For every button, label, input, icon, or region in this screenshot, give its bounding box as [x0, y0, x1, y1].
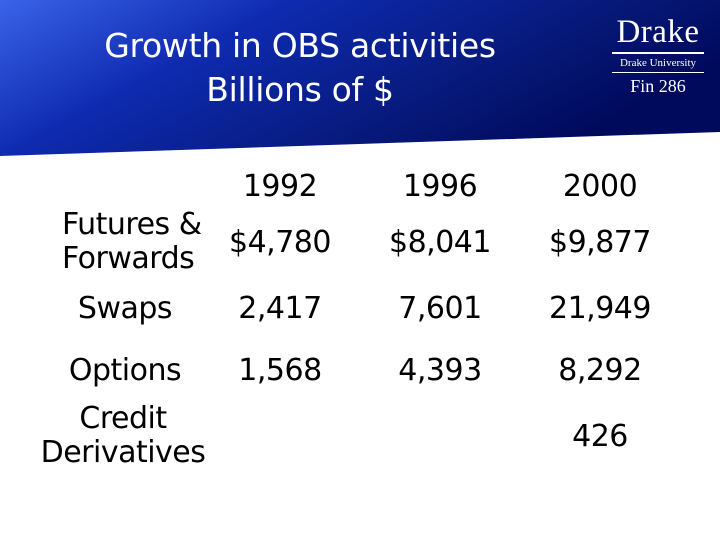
row-label-line: Credit	[79, 401, 167, 436]
drake-logo: Drake Drake University Fin 286	[604, 12, 712, 99]
logo-course: Fin 286	[630, 76, 686, 96]
logo-rule	[612, 71, 704, 73]
table-cell: $8,041	[389, 225, 491, 260]
table-cell: 8,292	[558, 353, 642, 388]
slide-title-line2: Billions of $	[206, 70, 394, 109]
column-header: 2000	[562, 169, 638, 204]
logo-rule	[612, 52, 704, 54]
row-label: Options	[30, 354, 220, 388]
logo-name: Drake	[616, 14, 700, 50]
row-label: Futures & Forwards	[62, 208, 252, 276]
banner-background	[0, 0, 720, 156]
slide-title: Growth in OBS activities Billions of $	[60, 24, 540, 112]
slide-title-line1: Growth in OBS activities	[104, 26, 496, 65]
row-label-line: Derivatives	[40, 435, 206, 470]
logo-university: Drake University	[619, 56, 697, 69]
row-label-line: Futures &	[62, 207, 202, 242]
table-cell: 1,568	[238, 353, 322, 388]
title-banner	[0, 0, 720, 160]
table-cell: 7,601	[398, 291, 482, 326]
table-cell: 2,417	[238, 291, 322, 326]
table-cell: 426	[572, 419, 628, 454]
column-header: 1996	[402, 169, 478, 204]
row-label-line: Swaps	[77, 291, 173, 326]
table-cell: $4,780	[229, 225, 331, 260]
row-label-line: Forwards	[62, 241, 195, 276]
table-cell: 4,393	[398, 353, 482, 388]
row-label: Credit Derivatives	[28, 402, 218, 470]
table-cell: $9,877	[549, 225, 651, 260]
column-header: 1992	[242, 169, 318, 204]
table-cell: 21,949	[549, 291, 651, 326]
row-label-line: Options	[68, 353, 182, 388]
row-label: Swaps	[30, 292, 220, 326]
